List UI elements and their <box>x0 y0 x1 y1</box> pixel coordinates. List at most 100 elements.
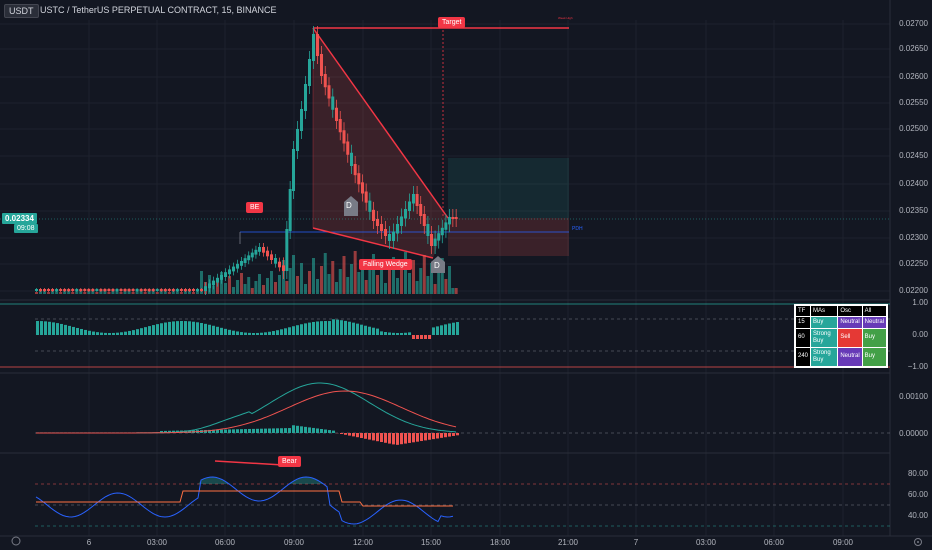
candle-body <box>338 119 342 133</box>
table-cell-mas: Buy <box>810 316 839 329</box>
rsi-line <box>35 476 454 525</box>
candle-body <box>335 107 338 121</box>
volume-bar <box>232 287 235 294</box>
d-marker-1-label: D <box>346 201 352 210</box>
week-high-label: Week High <box>558 16 573 20</box>
macd-histogram-bar <box>236 429 239 433</box>
candle-body <box>247 255 251 261</box>
volume-bar <box>285 281 289 294</box>
volume-bar <box>342 256 346 294</box>
settings-icon[interactable] <box>914 538 922 546</box>
candle-body <box>296 129 299 151</box>
price-tick: 0.02250 <box>899 259 928 268</box>
macd-histogram-bar <box>168 430 171 433</box>
wedge-lower-line[interactable] <box>312 227 434 259</box>
oscillator-bar <box>124 331 127 335</box>
volume-bar <box>183 291 187 294</box>
macd-histogram-bar <box>272 428 275 433</box>
candle-body <box>415 194 419 206</box>
macd-histogram-bar <box>440 433 443 438</box>
volume-bar <box>404 252 407 294</box>
target-label[interactable]: Target <box>438 17 466 28</box>
oscillator-bar <box>332 319 335 335</box>
candle-body <box>232 266 235 272</box>
macd-histogram-bar <box>312 427 315 433</box>
bar-countdown-tag: 09:08 <box>14 224 38 233</box>
candle-body <box>155 289 159 291</box>
volume-bar <box>99 291 103 294</box>
falling-wedge-label[interactable]: Falling Wedge <box>359 259 412 270</box>
volume-bar <box>258 274 261 294</box>
macd-histogram-bar <box>304 426 307 433</box>
be-label[interactable]: BE <box>246 202 264 213</box>
volume-bar <box>83 292 87 294</box>
macd-tick: 0.00000 <box>899 429 928 438</box>
bear-divergence-label[interactable]: Bear <box>278 456 301 467</box>
volume-bar <box>135 291 139 294</box>
candle-body <box>87 289 91 291</box>
volume-bar <box>75 291 79 294</box>
candle-body <box>454 217 458 219</box>
candle-body <box>43 289 47 291</box>
d-marker-1[interactable] <box>344 196 358 216</box>
currency-button[interactable]: USDT <box>4 4 39 18</box>
volume-bar <box>143 292 147 294</box>
candle-body <box>350 152 353 166</box>
time-tick: 06:00 <box>763 538 785 547</box>
oscillator-bar <box>188 321 191 335</box>
macd-histogram-bar <box>352 433 355 437</box>
candle-body <box>200 289 203 291</box>
table-cell-osc: Neutral <box>837 346 863 368</box>
candle-body <box>444 222 448 230</box>
macd-histogram-bar <box>164 430 167 433</box>
macd-histogram-bar <box>316 428 319 433</box>
oscillator-bar <box>368 326 371 335</box>
oscillator-bar <box>180 321 183 335</box>
candle-body <box>312 34 315 61</box>
oscillator-bar <box>128 330 131 335</box>
macd-histogram-bar <box>324 429 327 433</box>
oscillator-bar <box>48 321 51 335</box>
candle-body <box>437 233 441 241</box>
volume-bar <box>167 292 171 294</box>
macd-histogram-bar <box>284 428 287 433</box>
oscillator-bar <box>40 321 43 335</box>
long-position-profit-zone[interactable] <box>448 158 569 218</box>
candle-body <box>123 289 127 291</box>
macd-histogram-bar <box>244 429 247 433</box>
candle-body <box>376 219 379 226</box>
candle-body <box>224 272 227 277</box>
long-position-stop-zone[interactable] <box>448 218 569 256</box>
oscillator-bar <box>244 332 247 335</box>
macd-histogram-bar <box>308 427 311 433</box>
d-marker-2[interactable] <box>431 256 445 273</box>
oscillator-bar <box>276 330 279 335</box>
wedge-upper-line[interactable] <box>312 27 449 219</box>
oscillator-bar <box>52 322 55 335</box>
volume-bar <box>159 291 163 294</box>
table-cell-osc: Neutral <box>837 316 863 329</box>
candle-body <box>212 280 215 286</box>
tradingview-logo-icon[interactable] <box>11 536 21 546</box>
volume-bar <box>236 280 239 294</box>
volume-bar <box>388 270 391 294</box>
macd-histogram-bar <box>268 428 271 433</box>
volume-bar <box>451 288 455 294</box>
candle-body <box>135 289 139 291</box>
candle-body <box>63 289 67 291</box>
oscillator-bar <box>164 322 167 335</box>
volume-bar <box>440 258 444 294</box>
symbol-title[interactable]: USTC / TetherUS PERPETUAL CONTRACT, 15, … <box>40 5 277 15</box>
oscillator-bar <box>248 332 251 335</box>
volume-bar <box>323 253 327 294</box>
time-axis[interactable]: 6 03:00 06:00 09:00 12:00 15:00 18:00 21… <box>0 536 932 550</box>
volume-bar <box>448 266 451 294</box>
table-cell-all: Neutral <box>861 316 888 329</box>
volume-bar <box>335 282 338 294</box>
oscillator-bar <box>260 332 263 335</box>
volume-bar <box>288 268 292 294</box>
macd-histogram-bar <box>160 431 163 433</box>
time-tick: 15:00 <box>420 538 442 547</box>
macd-histogram-bar <box>256 428 259 433</box>
